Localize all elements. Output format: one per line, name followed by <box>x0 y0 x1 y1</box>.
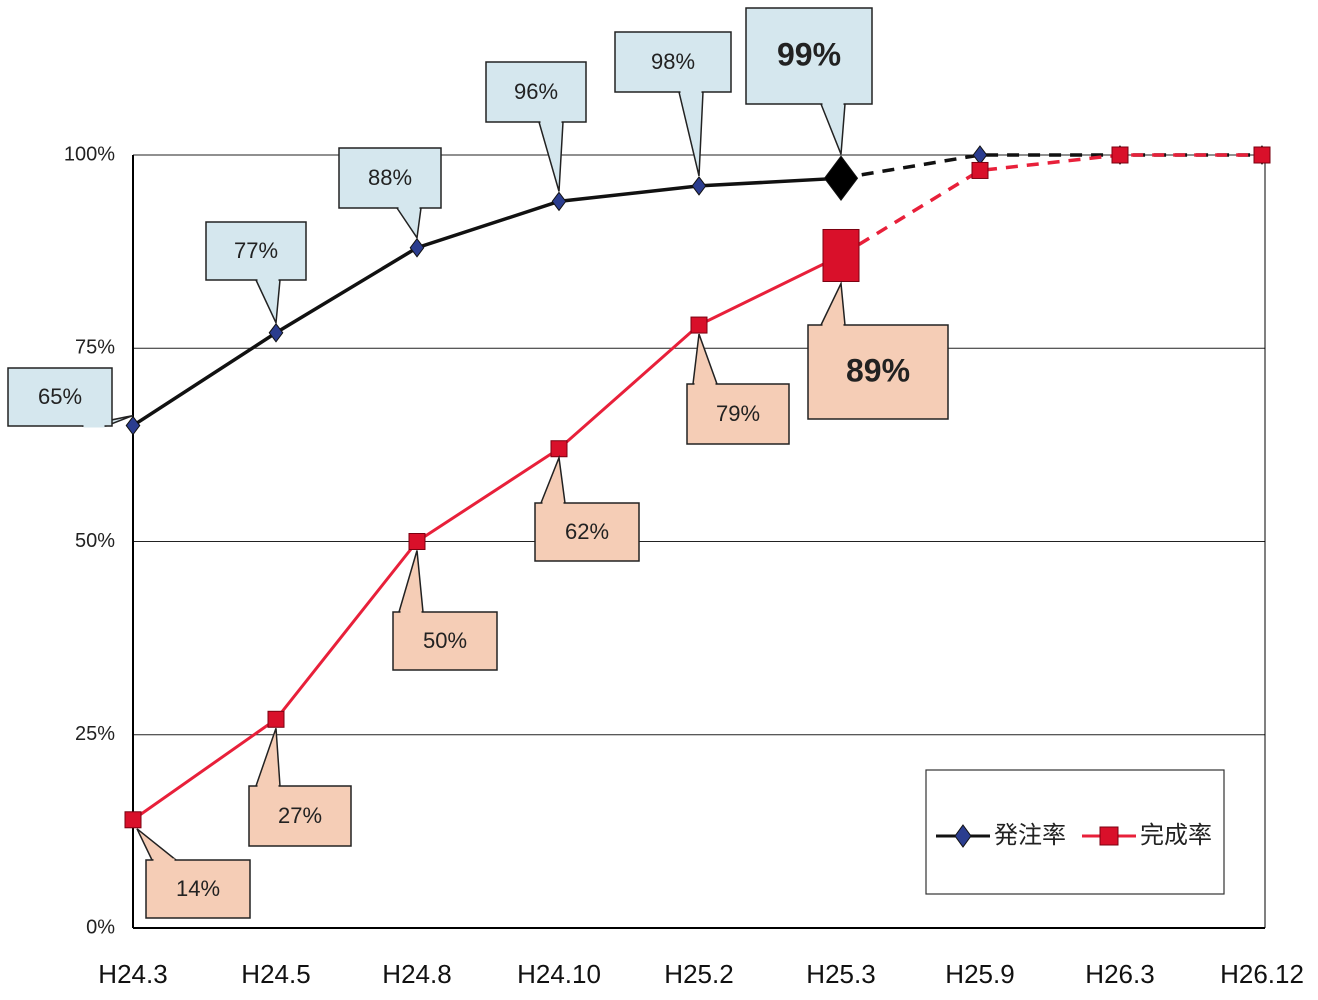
order-rate-callout: 65% <box>7 367 134 428</box>
callout-box <box>745 7 873 105</box>
callout-box <box>392 611 498 671</box>
y-tick-label: 100% <box>64 143 115 165</box>
y-tick-label: 75% <box>75 337 115 359</box>
data-label: 27% <box>278 803 322 828</box>
data-label: 14% <box>176 876 220 901</box>
legend-order-marker <box>954 824 972 848</box>
x-tick-label: H24.8 <box>382 959 451 989</box>
order-rate-marker <box>125 415 141 436</box>
data-label: 79% <box>716 401 760 426</box>
callout-pointer <box>538 121 564 192</box>
order-rate-callout: 77% <box>205 221 307 326</box>
completion-rate-marker <box>971 161 989 179</box>
y-tick-label: 25% <box>75 723 115 745</box>
callout-pointer <box>254 728 281 787</box>
x-tick-label: H26.12 <box>1220 959 1304 989</box>
callout-pointer <box>692 333 719 385</box>
order-rate-marker <box>972 145 988 165</box>
x-tick-label: H26.3 <box>1085 959 1154 989</box>
x-tick-label: H25.3 <box>806 959 875 989</box>
data-label: 88% <box>368 165 412 190</box>
completion-rate-marker <box>690 316 708 334</box>
completion-rate-marker <box>124 811 142 829</box>
data-label: 65% <box>38 384 82 409</box>
completion-rate-marker <box>1111 146 1129 164</box>
callout-box <box>686 383 790 445</box>
x-tick-label: H25.2 <box>664 959 733 989</box>
callout-box <box>614 31 732 93</box>
legend-completion-marker <box>1099 826 1119 846</box>
order-rate-callout: 98% <box>614 31 732 177</box>
completion-rate-marker <box>822 228 860 282</box>
data-label: 99% <box>777 36 841 72</box>
data-label: 98% <box>651 49 695 74</box>
completion-rate-marker <box>267 710 285 728</box>
data-label: 50% <box>423 628 467 653</box>
legend-box <box>925 769 1225 895</box>
y-tick-label: 50% <box>75 530 115 552</box>
order-rate-marker <box>823 155 859 202</box>
data-label: 62% <box>565 519 609 544</box>
callout-box <box>485 61 587 123</box>
callout-pointer <box>678 91 704 177</box>
series-line-order <box>132 176 842 428</box>
callout-box <box>7 367 113 427</box>
data-label: 77% <box>234 238 278 263</box>
x-tick-label: H24.3 <box>98 959 167 989</box>
completion-rate-marker <box>408 533 426 550</box>
callout-box <box>145 859 251 919</box>
order-rate-callout: 88% <box>338 147 442 240</box>
order-rate-marker <box>551 191 567 212</box>
callout-pointer <box>819 280 846 326</box>
callout-pointer <box>136 828 179 861</box>
completion-rate-callout: 14% <box>136 828 251 919</box>
callout-box <box>205 221 307 281</box>
callout-pointer <box>539 454 566 504</box>
completion-rate-callout: 79% <box>686 333 790 445</box>
series-line-completion <box>132 254 842 822</box>
completion-rate-callout: 27% <box>248 728 352 847</box>
completion-rate-callout: 89% <box>807 280 949 420</box>
callout-pointer <box>254 279 281 326</box>
series-projection-order <box>840 153 1262 180</box>
order-rate-marker <box>409 237 425 258</box>
legend-completion-label: 完成率 <box>1140 821 1212 849</box>
order-rate-marker <box>691 176 707 196</box>
callout-box <box>338 147 442 209</box>
x-tick-label: H25.9 <box>945 959 1014 989</box>
legend-order-label: 発注率 <box>994 821 1066 849</box>
order-rate-marker <box>268 322 284 343</box>
completion-rate-callout: 62% <box>534 454 640 562</box>
callout-box <box>807 324 949 420</box>
x-tick-label: H24.5 <box>241 959 310 989</box>
order-rate-callout: 99% <box>745 7 873 155</box>
callout-pointer <box>819 103 846 155</box>
data-label: 89% <box>846 352 910 388</box>
completion-rate-callout: 50% <box>392 550 498 671</box>
x-tick-label: H24.10 <box>517 959 601 989</box>
order-rate-callout: 96% <box>485 61 587 192</box>
callout-box <box>534 502 640 562</box>
y-tick-label: 0% <box>86 916 115 938</box>
completion-rate-marker <box>550 440 568 458</box>
data-label: 96% <box>514 79 558 104</box>
series-projection-completion <box>840 153 1262 257</box>
completion-rate-marker <box>1253 146 1271 164</box>
callout-pointer <box>395 207 422 240</box>
callout-box <box>248 785 352 847</box>
